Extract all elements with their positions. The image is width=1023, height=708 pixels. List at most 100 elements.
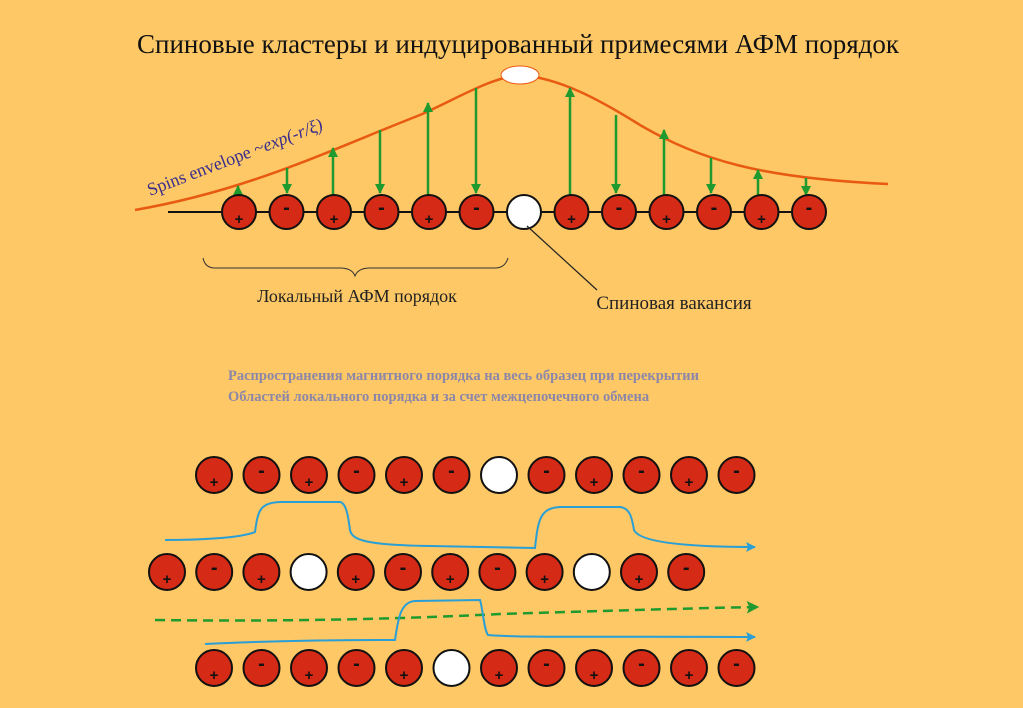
spin-site-plus: + bbox=[525, 553, 564, 591]
site-circle bbox=[622, 649, 661, 687]
site-sign: - bbox=[543, 653, 550, 675]
site-circle bbox=[622, 456, 661, 494]
spin-site-plus: + bbox=[290, 649, 328, 687]
order-line-lower bbox=[204, 598, 756, 645]
chain-row-1: + - + - + - - + - + - bbox=[195, 456, 756, 494]
spin-site-minus: - bbox=[337, 456, 376, 494]
spin-site-plus: + bbox=[575, 649, 613, 687]
site-circle bbox=[384, 553, 422, 591]
site-sign: + bbox=[635, 571, 644, 588]
page-title: Спиновые кластеры и индуцированный приме… bbox=[137, 29, 900, 59]
spin-site-plus: + bbox=[336, 553, 375, 591]
site-sign: - bbox=[378, 197, 385, 219]
spin-site-minus: - bbox=[622, 456, 661, 494]
note-line-2: Областей локального порядка и за счет ме… bbox=[228, 389, 650, 405]
vacancy-label: Спиновая вакансия bbox=[596, 293, 752, 314]
site-circle bbox=[743, 194, 780, 230]
site-sign: + bbox=[210, 474, 219, 491]
site-circle bbox=[195, 553, 234, 591]
vacancy-circle bbox=[572, 553, 611, 591]
spin-site-minus: - bbox=[622, 649, 661, 687]
spin-site-plus: + bbox=[221, 194, 257, 230]
spin-arrows bbox=[233, 87, 811, 200]
site-sign: - bbox=[616, 197, 623, 219]
spin-site-minus: - bbox=[696, 194, 732, 230]
local-order-brace bbox=[202, 257, 509, 278]
site-circle bbox=[575, 456, 613, 494]
site-sign: - bbox=[400, 557, 407, 579]
site-circle bbox=[363, 194, 400, 230]
note-line-1: Распространения магнитного порядка на ве… bbox=[228, 368, 699, 384]
spin-site-minus: - bbox=[242, 456, 281, 494]
spin-site-minus: - bbox=[384, 553, 422, 591]
site-circle bbox=[791, 194, 827, 230]
site-circle bbox=[195, 456, 233, 494]
vacancy-site bbox=[506, 194, 542, 230]
site-sign: - bbox=[733, 653, 740, 675]
site-sign: - bbox=[494, 557, 501, 579]
site-sign: + bbox=[590, 474, 599, 491]
spin-site-minus: - bbox=[363, 194, 400, 230]
site-sign: - bbox=[353, 460, 360, 482]
spin-site-plus: + bbox=[670, 456, 708, 494]
spin-site-minus: - bbox=[601, 194, 637, 230]
site-circle bbox=[432, 456, 471, 494]
site-circle bbox=[148, 553, 186, 591]
spin-site-minus: - bbox=[478, 553, 517, 591]
spin-site-plus: + bbox=[385, 456, 423, 494]
spin-site-plus: + bbox=[620, 553, 658, 591]
site-sign: + bbox=[662, 211, 671, 228]
site-sign: - bbox=[473, 197, 480, 219]
site-sign: - bbox=[683, 557, 690, 579]
site-circle bbox=[336, 553, 375, 591]
site-circle bbox=[242, 553, 281, 591]
site-circle bbox=[717, 456, 756, 494]
site-circle bbox=[575, 649, 613, 687]
site-circle bbox=[316, 194, 352, 230]
site-circle bbox=[290, 649, 328, 687]
site-sign: - bbox=[258, 653, 265, 675]
site-sign: + bbox=[446, 571, 455, 588]
site-sign: + bbox=[351, 571, 360, 588]
site-sign: + bbox=[400, 667, 409, 684]
site-sign: + bbox=[400, 474, 409, 491]
site-circle bbox=[478, 553, 517, 591]
site-circle bbox=[268, 194, 305, 230]
site-sign: + bbox=[685, 474, 694, 491]
spin-site-minus: - bbox=[527, 649, 566, 687]
spin-site-minus: - bbox=[242, 649, 281, 687]
site-circle bbox=[670, 649, 708, 687]
spin-site-plus: + bbox=[575, 456, 613, 494]
spin-site-minus: - bbox=[717, 456, 756, 494]
spin-site-plus: + bbox=[195, 649, 233, 687]
site-sign: - bbox=[638, 460, 645, 482]
site-circle bbox=[696, 194, 732, 230]
spin-site-minus: - bbox=[791, 194, 827, 230]
site-sign: - bbox=[211, 557, 218, 579]
site-circle bbox=[337, 649, 376, 687]
site-sign: - bbox=[638, 653, 645, 675]
site-sign: + bbox=[305, 667, 314, 684]
site-circle bbox=[411, 194, 447, 230]
site-sign: - bbox=[711, 197, 718, 219]
vacancy-site bbox=[289, 553, 328, 591]
spin-site-plus: + bbox=[553, 194, 590, 230]
vacancy-circle bbox=[480, 456, 518, 494]
vacancy-site bbox=[432, 649, 471, 687]
spin-site-plus: + bbox=[480, 649, 518, 687]
interchain-exchange-line bbox=[154, 600, 760, 622]
site-sign: + bbox=[685, 667, 694, 684]
site-circle bbox=[195, 649, 233, 687]
site-circle bbox=[385, 649, 423, 687]
site-circle bbox=[648, 194, 685, 230]
spin-site-plus: + bbox=[148, 553, 186, 591]
site-sign: + bbox=[567, 211, 576, 228]
site-sign: + bbox=[305, 474, 314, 491]
site-sign: + bbox=[210, 667, 219, 684]
site-circle bbox=[385, 456, 423, 494]
site-circle bbox=[601, 194, 637, 230]
vacancy-site bbox=[480, 456, 518, 494]
site-circle bbox=[337, 456, 376, 494]
spin-site-minus: - bbox=[458, 194, 495, 230]
